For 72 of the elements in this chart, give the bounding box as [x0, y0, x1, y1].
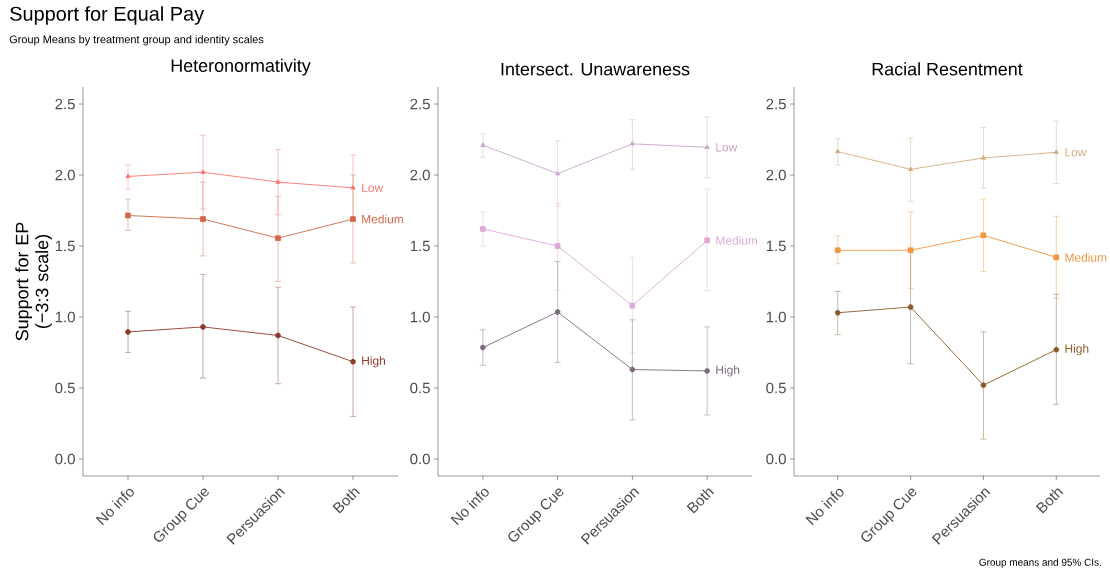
series-label: Medium: [1065, 252, 1107, 262]
point: [275, 332, 281, 339]
series-label: High: [1065, 344, 1089, 356]
y-tick-label: 2.5: [410, 98, 430, 110]
point: [125, 329, 131, 335]
text: Group Means by treatment group and identity scales: [9, 35, 264, 46]
text: Group means and 95% CIs.: [979, 558, 1101, 568]
point: [200, 169, 206, 174]
point: [1053, 149, 1059, 154]
point: [200, 216, 206, 222]
point: [554, 309, 561, 315]
point: [834, 247, 841, 254]
point: [1053, 254, 1060, 261]
y-tick-label: 1.5: [55, 240, 75, 252]
y-tick-label: 0.0: [766, 453, 786, 465]
y-tick-label: 1.0: [55, 311, 75, 323]
series-label: Low: [716, 143, 738, 152]
point: [629, 302, 636, 309]
y-tick-label: 0.0: [55, 453, 75, 465]
point: [980, 232, 987, 239]
y-tick-label: 0.5: [55, 382, 75, 394]
point: [200, 324, 206, 330]
series-label: High: [362, 356, 386, 368]
y-tick-label: 2.5: [766, 98, 786, 110]
point: [908, 166, 914, 171]
y-tick-label: 1.0: [410, 311, 430, 323]
point: [629, 366, 636, 373]
point: [125, 212, 131, 219]
series-label: High: [716, 365, 740, 377]
point: [480, 226, 486, 232]
text: Support for Equal Pay: [10, 6, 205, 25]
point: [980, 155, 986, 160]
point: [350, 184, 356, 190]
point: [834, 309, 841, 316]
y-tick-label: 2.0: [766, 169, 786, 181]
point: [704, 144, 710, 149]
y-tick-label: 2.5: [55, 98, 75, 110]
point: [480, 344, 486, 351]
point: [275, 235, 281, 242]
chart-title: Intersect. Unawareness: [501, 62, 690, 76]
point: [275, 179, 281, 184]
point: [835, 148, 841, 154]
point: [907, 304, 914, 310]
x-tick-label: No info: [95, 488, 134, 526]
y-tick-label: 0.5: [766, 382, 786, 394]
y-tick-label: 1.5: [766, 240, 786, 252]
y-tick-label: 2.0: [55, 169, 75, 181]
point: [350, 358, 356, 365]
point: [704, 368, 710, 374]
series-label: Low: [1065, 148, 1087, 157]
point: [704, 237, 710, 244]
x-tick-label: No info: [450, 488, 489, 526]
point: [480, 142, 486, 147]
point: [555, 170, 561, 176]
point: [350, 216, 356, 222]
y-tick-label: 0.5: [410, 382, 430, 394]
y-tick-label: 1.0: [766, 311, 786, 323]
chart-title: Heteronormativity: [171, 58, 311, 76]
chart-title: Racial Resentment: [872, 62, 1023, 76]
point: [1053, 346, 1060, 353]
point: [125, 173, 131, 179]
series-label: Low: [362, 183, 384, 192]
series-label: Medium: [362, 214, 403, 224]
x-tick-label: No info: [805, 488, 844, 526]
y-tick-label: 1.5: [410, 240, 430, 252]
point: [554, 243, 561, 249]
y-tick-label: 0.0: [410, 453, 430, 465]
point: [980, 382, 987, 388]
y-axis-title: Support for EP (−3:3 scale): [15, 222, 52, 341]
series-label: Medium: [716, 235, 758, 245]
point: [629, 140, 635, 146]
y-tick-label: 2.0: [410, 169, 430, 181]
